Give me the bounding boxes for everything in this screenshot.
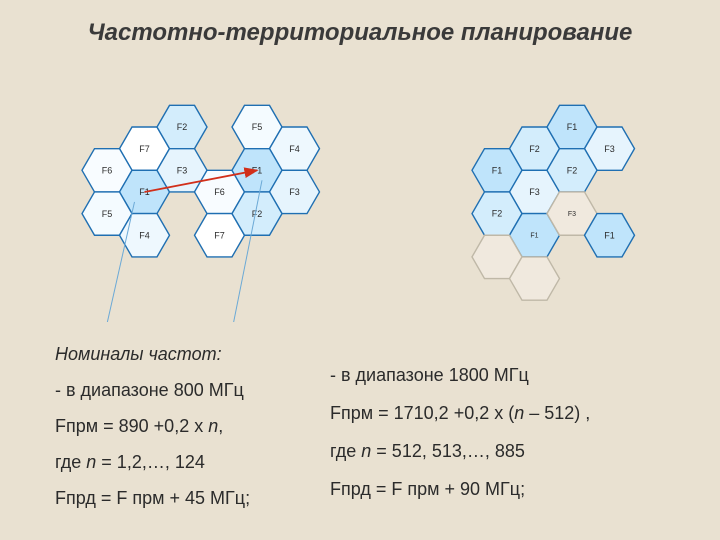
svg-text:F7: F7	[214, 230, 225, 240]
svg-text:F6: F6	[102, 165, 113, 175]
svg-text:F2: F2	[567, 165, 578, 175]
text-line: где n = 512, 513,…, 885	[330, 436, 590, 466]
svg-text:F3: F3	[529, 187, 540, 197]
svg-text:F3: F3	[604, 144, 615, 154]
svg-text:F2: F2	[492, 209, 503, 219]
cluster-right: F2 F1 F1 F3 F3 F2 F2 F1 F3 F1	[470, 100, 637, 371]
page-title: Частотно-территориальное планирование	[60, 18, 660, 48]
text-line: - в диапазоне 1800 МГц	[330, 360, 590, 390]
svg-text:F6: F6	[214, 187, 225, 197]
text-line: Fпрд = F прм + 90 МГц;	[330, 474, 590, 504]
svg-text:F3: F3	[177, 165, 188, 175]
svg-text:F2: F2	[252, 209, 263, 219]
text-line: Fпрм = 1710,2 +0,2 x (n – 512) ,	[330, 398, 590, 428]
svg-text:F1: F1	[604, 230, 615, 240]
slide: Частотно-территориальное планирование F7…	[0, 0, 720, 540]
svg-text:F5: F5	[252, 122, 263, 132]
freq-block-1800: - в диапазоне 1800 МГц Fпрм = 1710,2 +0,2…	[330, 360, 590, 512]
svg-text:F3: F3	[289, 187, 300, 197]
text-line: - в диапазоне 800 МГц	[55, 376, 250, 404]
svg-text:F7: F7	[139, 144, 150, 154]
text-line: Fпрм = 890 +0,2 x n,	[55, 412, 250, 440]
svg-text:F1: F1	[567, 122, 578, 132]
svg-text:F1: F1	[492, 165, 503, 175]
svg-text:F3: F3	[568, 211, 576, 218]
text-line: Номиналы частот:	[55, 340, 250, 368]
freq-block-800: Номиналы частот: - в диапазоне 800 МГц Fпр…	[55, 340, 250, 520]
svg-text:F4: F4	[139, 230, 150, 240]
svg-text:F4: F4	[289, 144, 300, 154]
text-line: где n = 1,2,…, 124	[55, 448, 250, 476]
text-line: Fпрд = F прм + 45 МГц;	[55, 484, 250, 512]
svg-text:F1: F1	[530, 233, 538, 240]
svg-text:F2: F2	[529, 144, 540, 154]
svg-text:F2: F2	[177, 122, 188, 132]
cluster-left: F7F6F2F1F5F3F4F5F6F4F7F1F3F2	[80, 100, 322, 327]
svg-text:F5: F5	[102, 209, 113, 219]
